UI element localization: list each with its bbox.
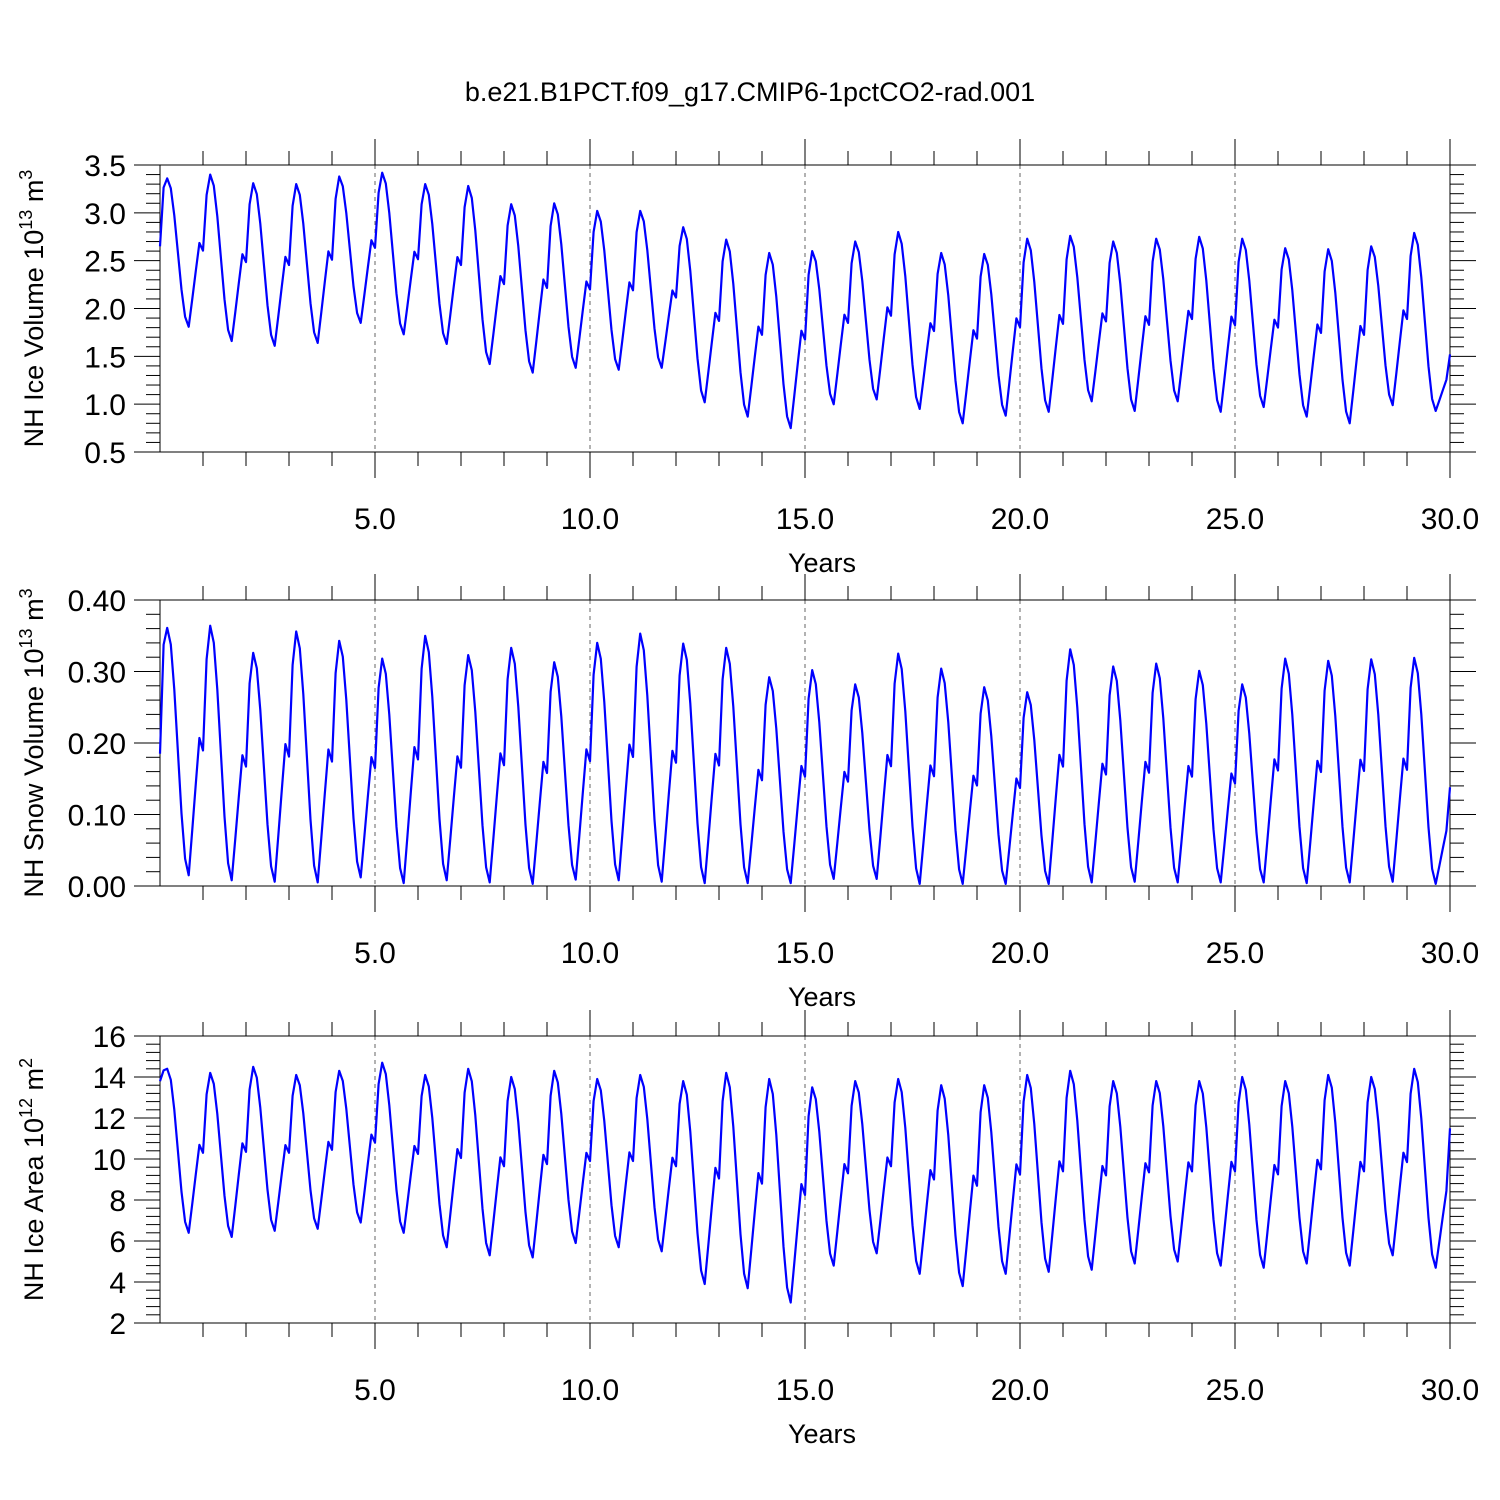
ice-area-xtick-label: 15.0 <box>776 1374 834 1407</box>
ice-area-ytick-label: 12 <box>93 1103 126 1136</box>
ice-volume-xtick-label: 30.0 <box>1421 503 1479 536</box>
snow-volume-xtick-label: 15.0 <box>776 937 834 970</box>
figure-title: b.e21.B1PCT.f09_g17.CMIP6-1pctCO2-rad.00… <box>465 77 1035 107</box>
ice-volume-yaxis-title: NH Ice Volume 1013 m3 <box>16 170 49 448</box>
snow-volume-ytick-label: 0.30 <box>68 657 126 690</box>
ice-volume-xtick-label: 15.0 <box>776 503 834 536</box>
ice-area-ytick-label: 14 <box>93 1062 126 1095</box>
snow-volume-xtick-label: 10.0 <box>561 937 619 970</box>
ice-volume-series-line <box>158 171 1452 430</box>
snow-volume-ytick-label: 0.00 <box>68 871 126 904</box>
ice-volume-xtick-label: 5.0 <box>354 503 396 536</box>
ice-volume-ytick-label: 0.5 <box>84 437 126 470</box>
ice-volume-xtick-label: 10.0 <box>561 503 619 536</box>
ice-area-ytick-label: 4 <box>109 1267 126 1300</box>
snow-volume-xtick-label: 20.0 <box>991 937 1049 970</box>
snow-volume-ytick-label: 0.10 <box>68 800 126 833</box>
ice-area-series-line <box>158 1061 1452 1304</box>
ice-area-panel: 5.0 10.0 15.0 20.0 25.0 30.0 2 4 6 8 10 12 14 16 Years… <box>16 1010 1479 1449</box>
snow-volume-panel: 5.0 10.0 15.0 20.0 25.0 30.0 0.00 0.10 0.20 0.30 0… <box>16 574 1479 1012</box>
ice-volume-ytick-label: 1.5 <box>84 341 126 374</box>
snow-volume-xtick-label: 25.0 <box>1206 937 1264 970</box>
snow-volume-ytick-label: 0.20 <box>68 728 126 761</box>
ice-volume-ytick-label: 2.5 <box>84 246 126 279</box>
snow-volume-xtick-label: 30.0 <box>1421 937 1479 970</box>
ice-area-ytick-label: 6 <box>109 1226 126 1259</box>
ice-area-ytick-label: 16 <box>93 1021 126 1054</box>
ice-area-yaxis-title: NH Ice Area 1012 m2 <box>16 1058 49 1301</box>
ice-volume-xtick-label: 20.0 <box>991 503 1049 536</box>
snow-volume-series-line <box>158 624 1452 885</box>
ice-volume-panel: 5.0 10.0 15.0 20.0 25.0 30.0 0.5 1.0 1.5 2.0 2.5 3.… <box>16 139 1479 578</box>
ice-volume-ytick-label: 2.0 <box>84 294 126 327</box>
snow-volume-xaxis-title: Years <box>788 982 856 1012</box>
ice-volume-xtick-label: 25.0 <box>1206 503 1264 536</box>
snow-volume-ytick-label: 0.40 <box>68 585 126 618</box>
ice-volume-ytick-label: 3.5 <box>84 150 126 183</box>
ice-area-xaxis-title: Years <box>788 1419 856 1449</box>
ice-area-ytick-label: 2 <box>109 1308 126 1341</box>
ice-area-xtick-label: 5.0 <box>354 1374 396 1407</box>
ice-area-xtick-label: 30.0 <box>1421 1374 1479 1407</box>
snow-volume-yaxis-title: NH Snow Volume 1013 m3 <box>16 588 49 897</box>
ice-volume-xaxis-title: Years <box>788 548 856 578</box>
ice-area-xtick-label: 10.0 <box>561 1374 619 1407</box>
ice-area-xtick-label: 25.0 <box>1206 1374 1264 1407</box>
ice-area-ytick-label: 8 <box>109 1185 126 1218</box>
ice-volume-ytick-label: 1.0 <box>84 389 126 422</box>
snow-volume-xtick-label: 5.0 <box>354 937 396 970</box>
ice-area-xtick-label: 20.0 <box>991 1374 1049 1407</box>
ice-volume-ytick-label: 3.0 <box>84 198 126 231</box>
ice-area-ytick-label: 10 <box>93 1144 126 1177</box>
